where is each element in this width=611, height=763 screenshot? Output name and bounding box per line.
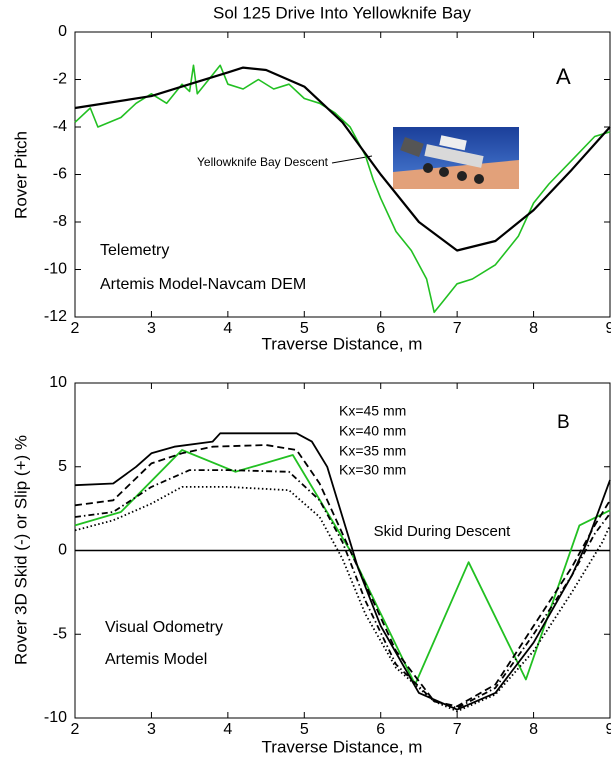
y-tick-label: -2 xyxy=(53,71,67,88)
x-tick-label: 3 xyxy=(147,721,156,738)
x-tick-label: 8 xyxy=(529,320,538,337)
y-axis-label: Rover 3D Skid (-) or Slip (+) % xyxy=(11,435,30,665)
annotation: Yellowknife Bay Descent xyxy=(197,155,329,169)
reference-label: Skid During Descent xyxy=(374,523,512,540)
legend-text: Kx=40 mm xyxy=(339,423,406,439)
y-tick-label: -6 xyxy=(53,166,67,183)
y-tick-label: 5 xyxy=(58,458,67,475)
data-line xyxy=(74,432,611,711)
data-line xyxy=(74,469,611,709)
x-tick-label: 6 xyxy=(376,320,385,337)
x-tick-label: 4 xyxy=(223,320,232,337)
data-line xyxy=(74,449,611,686)
plot-frame xyxy=(74,31,611,318)
y-tick-label: -12 xyxy=(44,308,67,325)
y-tick-label: -10 xyxy=(44,261,67,278)
legend-text: Telemetry xyxy=(100,242,169,259)
legend-text: Artemis Model xyxy=(105,651,207,668)
data-line xyxy=(74,486,611,713)
legend-text: Visual Odometry xyxy=(105,619,223,636)
x-tick-label: 2 xyxy=(71,320,80,337)
panel-label: A xyxy=(556,64,571,89)
x-tick-label: 6 xyxy=(376,721,385,738)
chart-title: Sol 125 Drive Into Yellowknife Bay xyxy=(213,3,471,22)
data-line xyxy=(74,444,611,708)
x-axis-label: Traverse Distance, m xyxy=(262,737,423,756)
x-tick-label: 5 xyxy=(300,721,309,738)
y-tick-label: -8 xyxy=(53,213,67,230)
y-tick-label: -5 xyxy=(53,625,67,642)
x-tick-label: 7 xyxy=(453,721,462,738)
x-tick-label: 9 xyxy=(606,320,611,337)
x-tick-label: 5 xyxy=(300,320,309,337)
x-tick-label: 2 xyxy=(71,721,80,738)
x-tick-label: 9 xyxy=(606,721,611,738)
y-tick-label: -4 xyxy=(53,118,67,135)
legend-text: Kx=35 mm xyxy=(339,443,406,459)
rover-image xyxy=(393,127,519,189)
x-tick-label: 7 xyxy=(453,320,462,337)
data-line xyxy=(74,66,611,252)
y-axis-label: Rover Pitch xyxy=(11,131,30,219)
legend-text: Kx=45 mm xyxy=(339,403,406,419)
panel-label: B xyxy=(557,412,570,433)
data-line xyxy=(74,64,611,314)
y-tick-label: 10 xyxy=(49,374,67,391)
x-tick-label: 3 xyxy=(147,320,156,337)
legend-text: Artemis Model-Navcam DEM xyxy=(100,276,306,293)
x-axis-label: Traverse Distance, m xyxy=(262,334,423,353)
y-tick-label: -10 xyxy=(44,709,67,726)
x-tick-label: 4 xyxy=(223,721,232,738)
y-tick-label: 0 xyxy=(58,542,67,559)
legend-text: Kx=30 mm xyxy=(339,462,406,478)
y-tick-label: 0 xyxy=(58,23,67,40)
x-tick-label: 8 xyxy=(529,721,538,738)
